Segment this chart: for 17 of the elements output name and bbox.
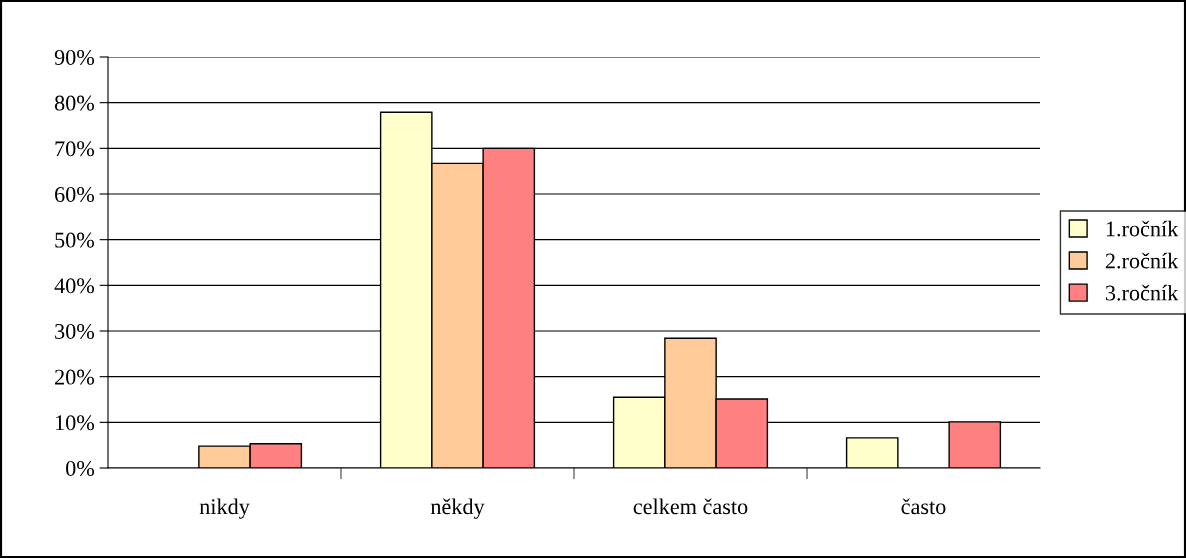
y-tick-label: 70% — [55, 141, 95, 157]
y-tick-label: 10% — [56, 415, 95, 431]
x-tick-label: často — [901, 498, 946, 515]
y-tick-label: 0% — [66, 460, 95, 476]
y-tick-label: 50% — [55, 232, 95, 248]
y-tick-label: 40% — [54, 278, 95, 294]
legend-label: 1.ročník — [1106, 220, 1179, 237]
x-tick-label: někdy — [430, 498, 485, 519]
legend-label: 2.ročník — [1105, 252, 1179, 269]
x-tick-label: nikdy — [199, 498, 250, 519]
y-tick-label: 20% — [55, 369, 95, 385]
y-tick-label: 30% — [55, 323, 95, 339]
x-tick-label: celkem často — [633, 498, 748, 515]
y-tick-label: 90% — [54, 49, 95, 65]
y-tick-label: 60% — [55, 186, 95, 202]
legend-label: 3.ročník — [1105, 284, 1179, 301]
y-tick-label: 80% — [54, 95, 95, 111]
